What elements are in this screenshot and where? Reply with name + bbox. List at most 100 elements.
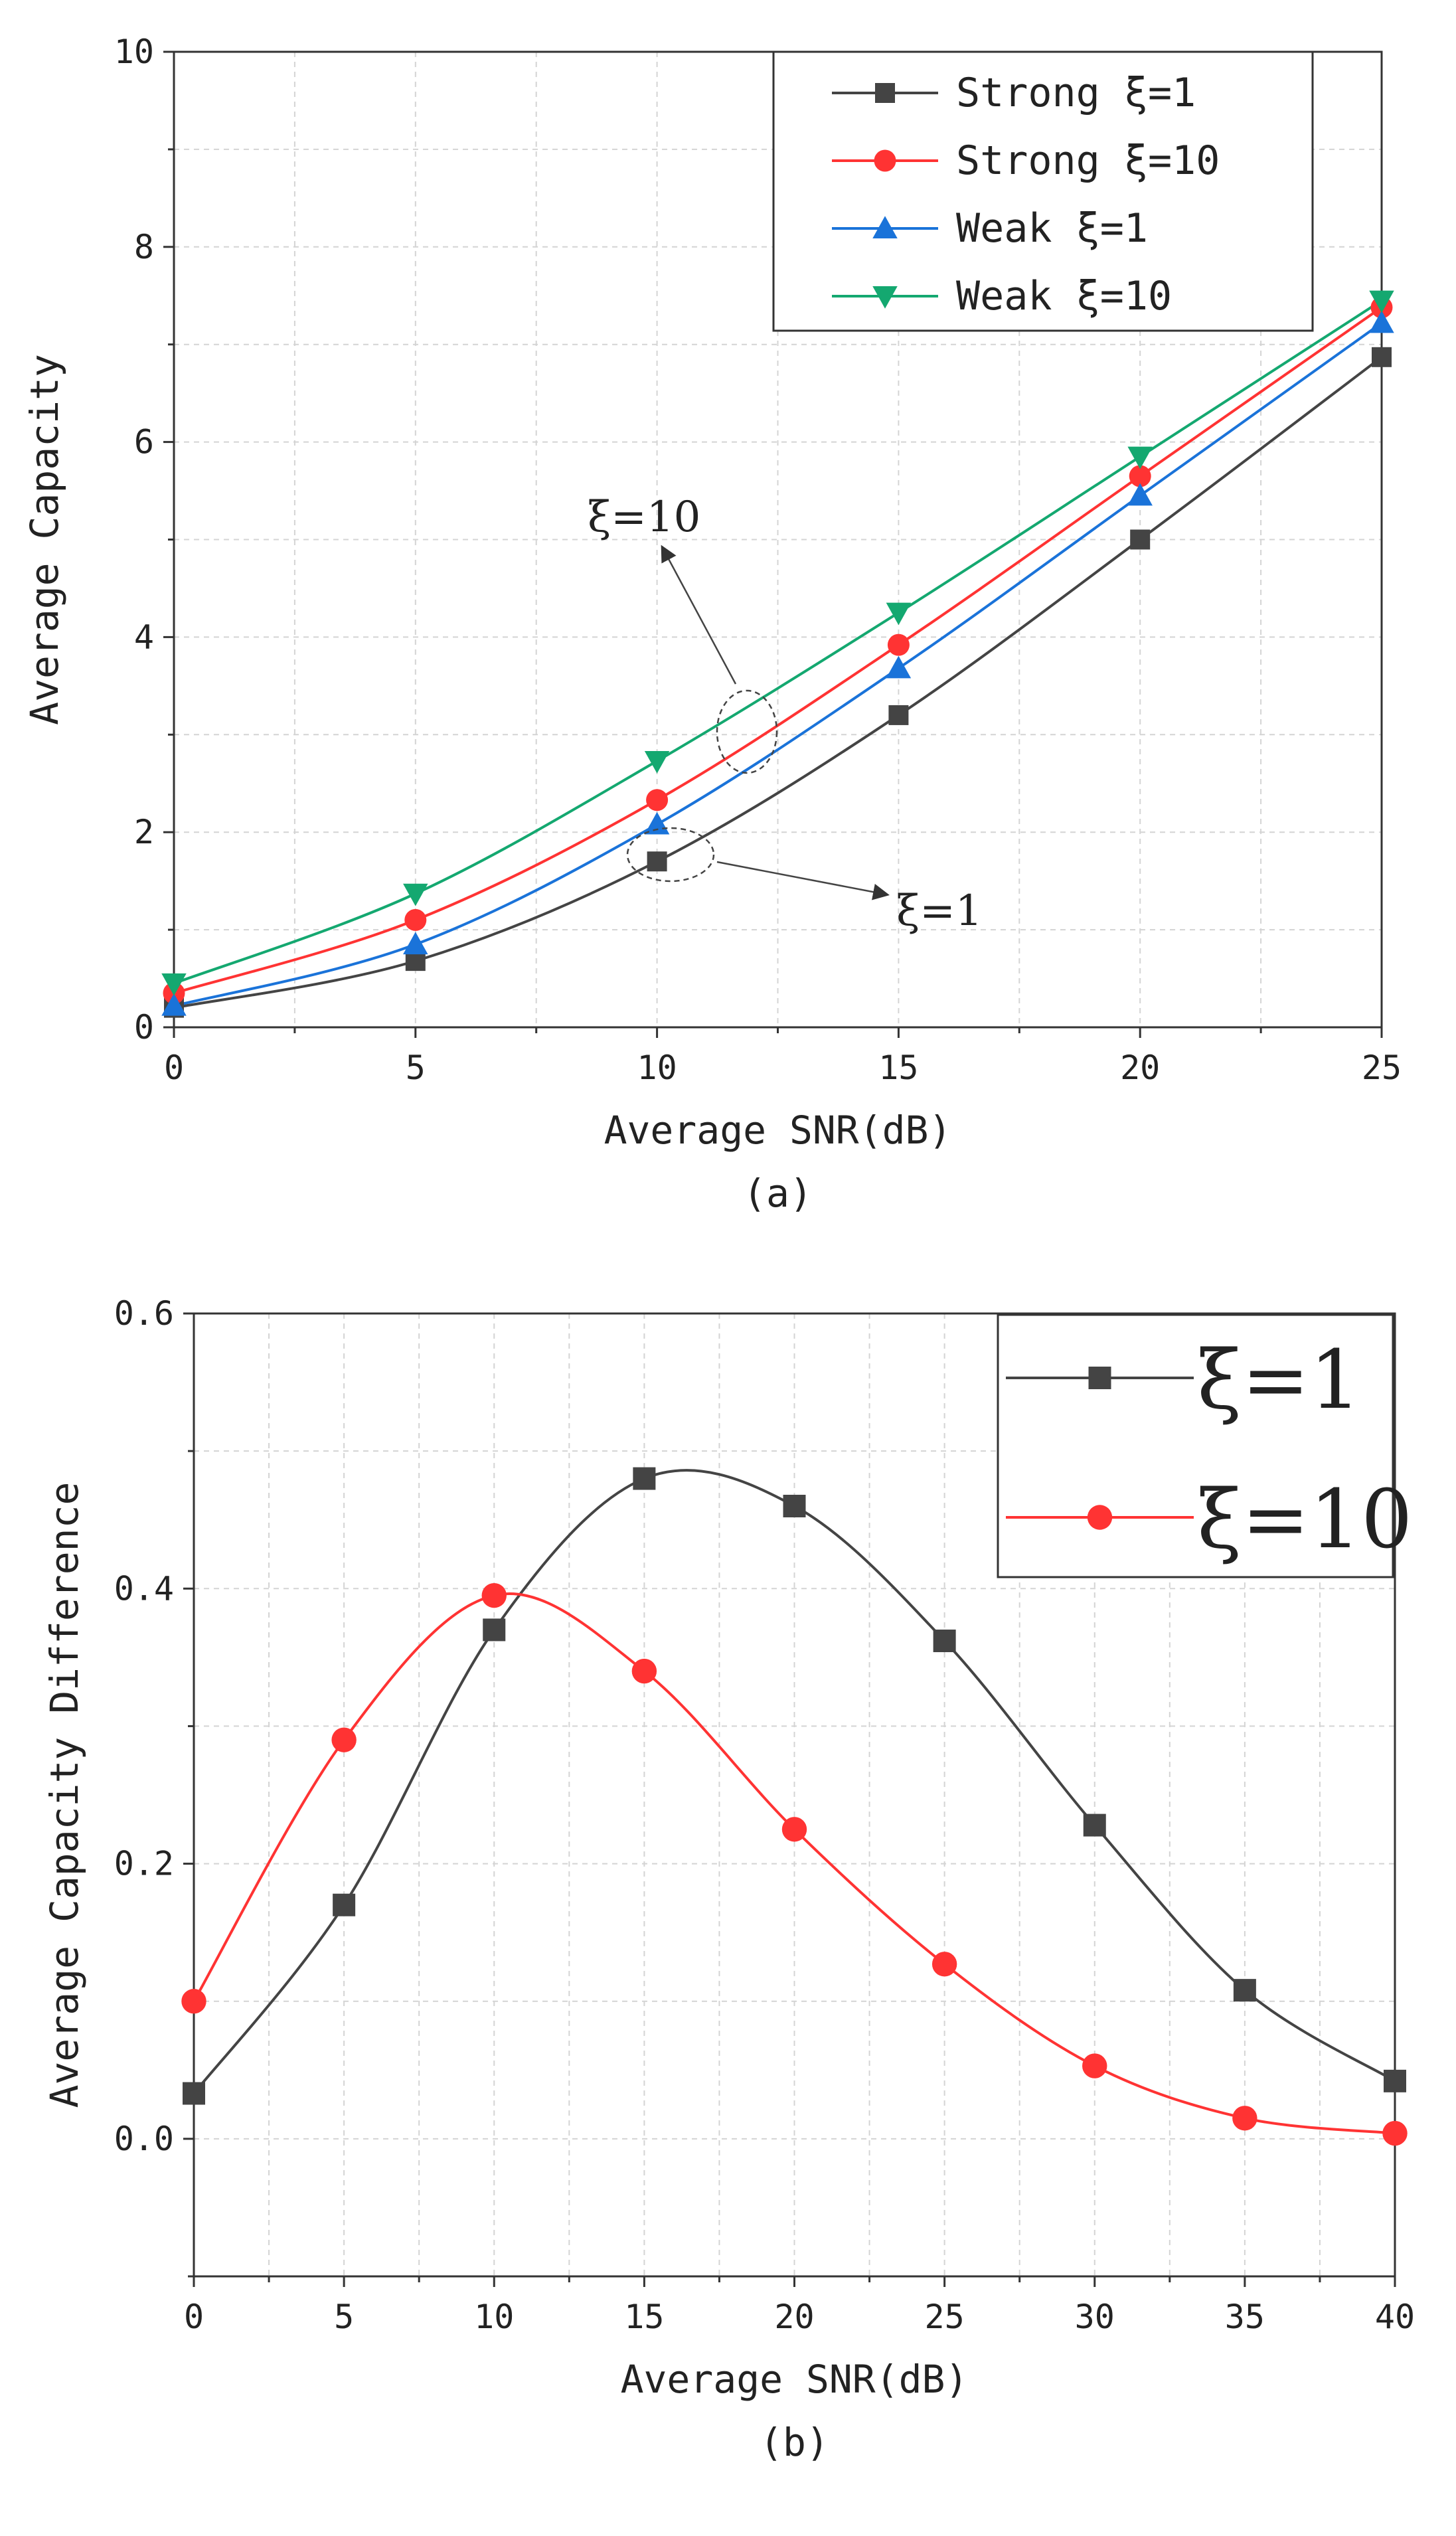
data-point-a-2-2 xyxy=(644,811,670,835)
data-point-b-1-6 xyxy=(1082,2053,1107,2078)
x-tick-label: 5 xyxy=(334,2298,354,2336)
annotations-a: ξ=10 ξ=1 xyxy=(588,493,983,936)
y-tick-label: 0.2 xyxy=(114,1845,174,1883)
data-point-a-1-1 xyxy=(404,908,427,931)
series-line-a-1 xyxy=(173,306,1383,995)
data-point-b-1-2 xyxy=(481,1582,507,1608)
x-tick-labels-a: 0 5 10 15 20 25 xyxy=(164,1049,1402,1087)
minor-ticks-a xyxy=(163,50,1383,1038)
data-point-a-2-4 xyxy=(1127,483,1153,506)
y-tick-label: 2 xyxy=(134,813,154,851)
data-point-a-3-5 xyxy=(1369,290,1394,313)
x-tick-label: 30 xyxy=(1075,2298,1115,2336)
annotation-ellipse-xi10 xyxy=(716,689,778,774)
y-tick-label: 0 xyxy=(134,1008,154,1047)
legend-label-a-0: Strong ξ=1 xyxy=(956,70,1196,116)
legend-label-a-2: Weak ξ=1 xyxy=(956,205,1148,252)
legend-label-a-1: Strong ξ=10 xyxy=(956,137,1220,184)
legend-swatch-marker xyxy=(874,149,896,172)
x-tick-label: 25 xyxy=(1362,1049,1402,1087)
y-tick-labels-b: 0.0 0.2 0.4 0.6 xyxy=(114,1294,174,2158)
legend-a: Strong ξ=1 Strong ξ=10 Weak ξ=1 Weak ξ=10 xyxy=(772,50,1314,332)
x-axis-label-a: Average SNR(dB) xyxy=(604,1108,952,1153)
data-point-b-1-3 xyxy=(631,1658,657,1684)
x-tick-label: 25 xyxy=(925,2298,965,2336)
x-axis-label-b: Average SNR(dB) xyxy=(621,2357,969,2402)
x-tick-label: 20 xyxy=(1120,1049,1160,1087)
y-tick-label: 0.4 xyxy=(114,1569,174,1608)
annotation-arrow-xi1 xyxy=(716,861,890,900)
data-point-a-1-4 xyxy=(1129,465,1151,487)
y-tick-label: 6 xyxy=(134,423,154,462)
data-point-b-0-7 xyxy=(1233,1979,1256,2002)
legend-swatch-marker xyxy=(1087,1505,1113,1530)
data-point-a-1-3 xyxy=(887,634,910,656)
series-markers-b xyxy=(181,1467,1408,2146)
legend-box-b xyxy=(997,1313,1394,1578)
series-markers-a xyxy=(161,290,1394,1018)
x-tick-label: 0 xyxy=(164,1049,184,1087)
x-tick-label: 15 xyxy=(878,1049,918,1087)
y-axis-label-a: Average Capacity xyxy=(22,354,67,725)
data-point-b-0-1 xyxy=(333,1893,356,1916)
legend-b: ξ=1 ξ=10 xyxy=(997,1313,1413,1578)
series-line-a-2 xyxy=(173,321,1383,1007)
y-axis-label-b: Average Capacity Difference xyxy=(42,1482,87,2108)
legend-label-b-1: ξ=10 xyxy=(1197,1472,1413,1566)
data-point-a-1-2 xyxy=(646,789,669,811)
x-tick-label: 15 xyxy=(624,2298,664,2336)
y-tick-label: 4 xyxy=(134,618,154,656)
chart-a: 0 5 10 15 20 25 0 2 4 6 8 10 ξ=10 ξ=1 Strong ξ=1 St… xyxy=(22,33,1402,1216)
data-point-a-3-4 xyxy=(1127,446,1153,469)
data-point-b-1-0 xyxy=(181,1989,206,2014)
data-point-b-0-0 xyxy=(183,2082,205,2105)
data-point-b-0-4 xyxy=(783,1495,806,1517)
series-line-b-1 xyxy=(193,1592,1396,2135)
chart-b: 0 5 10 15 20 25 30 35 40 0.0 0.2 0.4 0.6 ξ=1 ξ=10 Av… xyxy=(42,1294,1415,2465)
data-point-b-1-7 xyxy=(1232,2106,1257,2131)
legend-label-b-0: ξ=1 xyxy=(1197,1333,1361,1427)
data-point-a-3-0 xyxy=(161,973,187,996)
y-tick-label: 10 xyxy=(114,33,154,71)
x-tick-label: 5 xyxy=(406,1049,426,1087)
data-point-b-0-6 xyxy=(1083,1814,1106,1837)
series-lines-a xyxy=(173,299,1383,1009)
series-line-a-3 xyxy=(173,299,1383,985)
legend-swatch-marker xyxy=(875,83,895,103)
plot-frame-b xyxy=(193,1312,1396,2278)
x-tick-label: 0 xyxy=(184,2298,204,2336)
x-tick-label: 10 xyxy=(637,1049,677,1087)
y-tick-label: 8 xyxy=(134,228,154,266)
x-tick-labels-b: 0 5 10 15 20 25 30 35 40 xyxy=(184,2298,1415,2336)
data-point-b-1-1 xyxy=(331,1727,357,1752)
legend-swatch-marker xyxy=(872,216,898,238)
data-point-b-0-3 xyxy=(633,1467,656,1490)
data-point-a-0-2 xyxy=(647,851,667,872)
caption-a: (a) xyxy=(743,1171,813,1216)
data-point-b-0-2 xyxy=(483,1618,506,1642)
caption-b: (b) xyxy=(760,2420,829,2465)
data-point-a-3-3 xyxy=(886,602,912,626)
data-point-b-1-5 xyxy=(931,1952,957,1977)
legend-swatch-marker xyxy=(872,286,898,309)
annotation-arrow-xi10 xyxy=(661,545,737,685)
x-tick-label: 10 xyxy=(474,2298,514,2336)
data-point-b-0-5 xyxy=(933,1630,956,1652)
data-point-a-0-3 xyxy=(888,705,909,725)
data-point-a-2-3 xyxy=(886,655,912,679)
data-point-a-2-5 xyxy=(1369,310,1394,333)
data-point-a-2-0 xyxy=(161,993,187,1016)
y-tick-labels-a: 0 2 4 6 8 10 xyxy=(114,33,154,1047)
legend-box-a xyxy=(772,50,1314,332)
data-point-a-0-4 xyxy=(1130,529,1151,550)
data-point-a-2-1 xyxy=(403,932,428,955)
annotation-label-xi1: ξ=1 xyxy=(896,887,983,936)
data-point-b-1-4 xyxy=(781,1817,807,1842)
x-tick-label: 20 xyxy=(774,2298,814,2336)
annotation-label-xi10: ξ=10 xyxy=(588,493,700,542)
x-tick-label: 35 xyxy=(1225,2298,1265,2336)
data-point-a-3-2 xyxy=(644,750,670,774)
data-point-b-1-8 xyxy=(1382,2120,1408,2146)
data-point-a-0-5 xyxy=(1372,347,1392,367)
